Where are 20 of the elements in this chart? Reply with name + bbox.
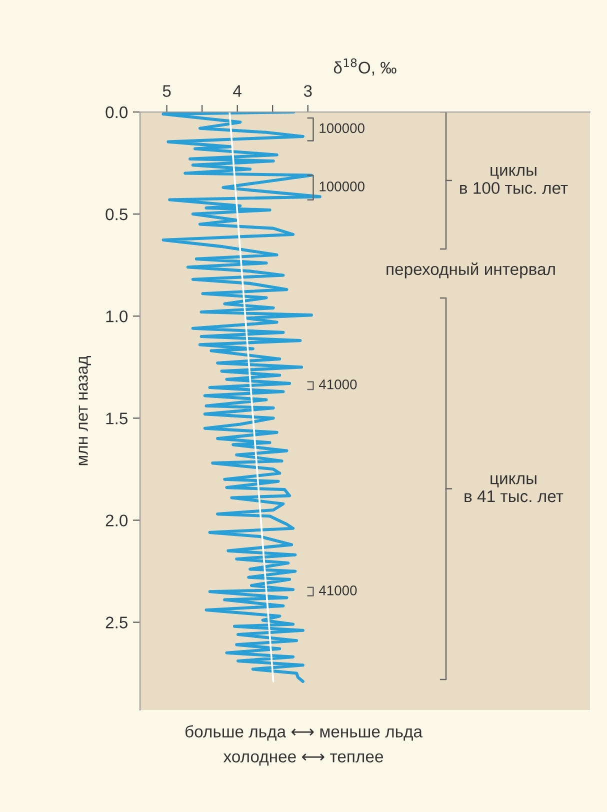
y-tick-label: 2.5 <box>106 616 128 628</box>
annotation: 41000 <box>318 585 357 596</box>
text: больше льда ⟷ меньше льда <box>186 725 422 741</box>
y-axis-title: млн лет назад <box>78 356 91 466</box>
annotation: переходный интервал <box>386 262 555 278</box>
y-tick-label: 2.0 <box>106 514 128 526</box>
annotation: циклы в 41 тыс. лет <box>464 475 564 502</box>
y-tick-label: 0.5 <box>106 208 128 220</box>
y-tick-label: 1.0 <box>106 310 128 322</box>
annotation: 100000 <box>320 182 364 192</box>
x-tick-label: 4 <box>233 85 242 97</box>
annotation: циклы в 100 тыс. лет <box>460 167 568 194</box>
y-tick-label: 0.0 <box>106 106 128 118</box>
annotation: 41000 <box>318 379 357 390</box>
text: холоднее ⟷ теплее <box>223 753 383 766</box>
x-tick-label: 5 <box>162 85 171 97</box>
x-tick-label: 3 <box>304 85 312 97</box>
x-axis-title: δ$^{18}$O, ‰ <box>334 58 396 76</box>
y-tick-label: 1.5 <box>106 412 128 424</box>
annotation: 100000 <box>320 123 364 134</box>
